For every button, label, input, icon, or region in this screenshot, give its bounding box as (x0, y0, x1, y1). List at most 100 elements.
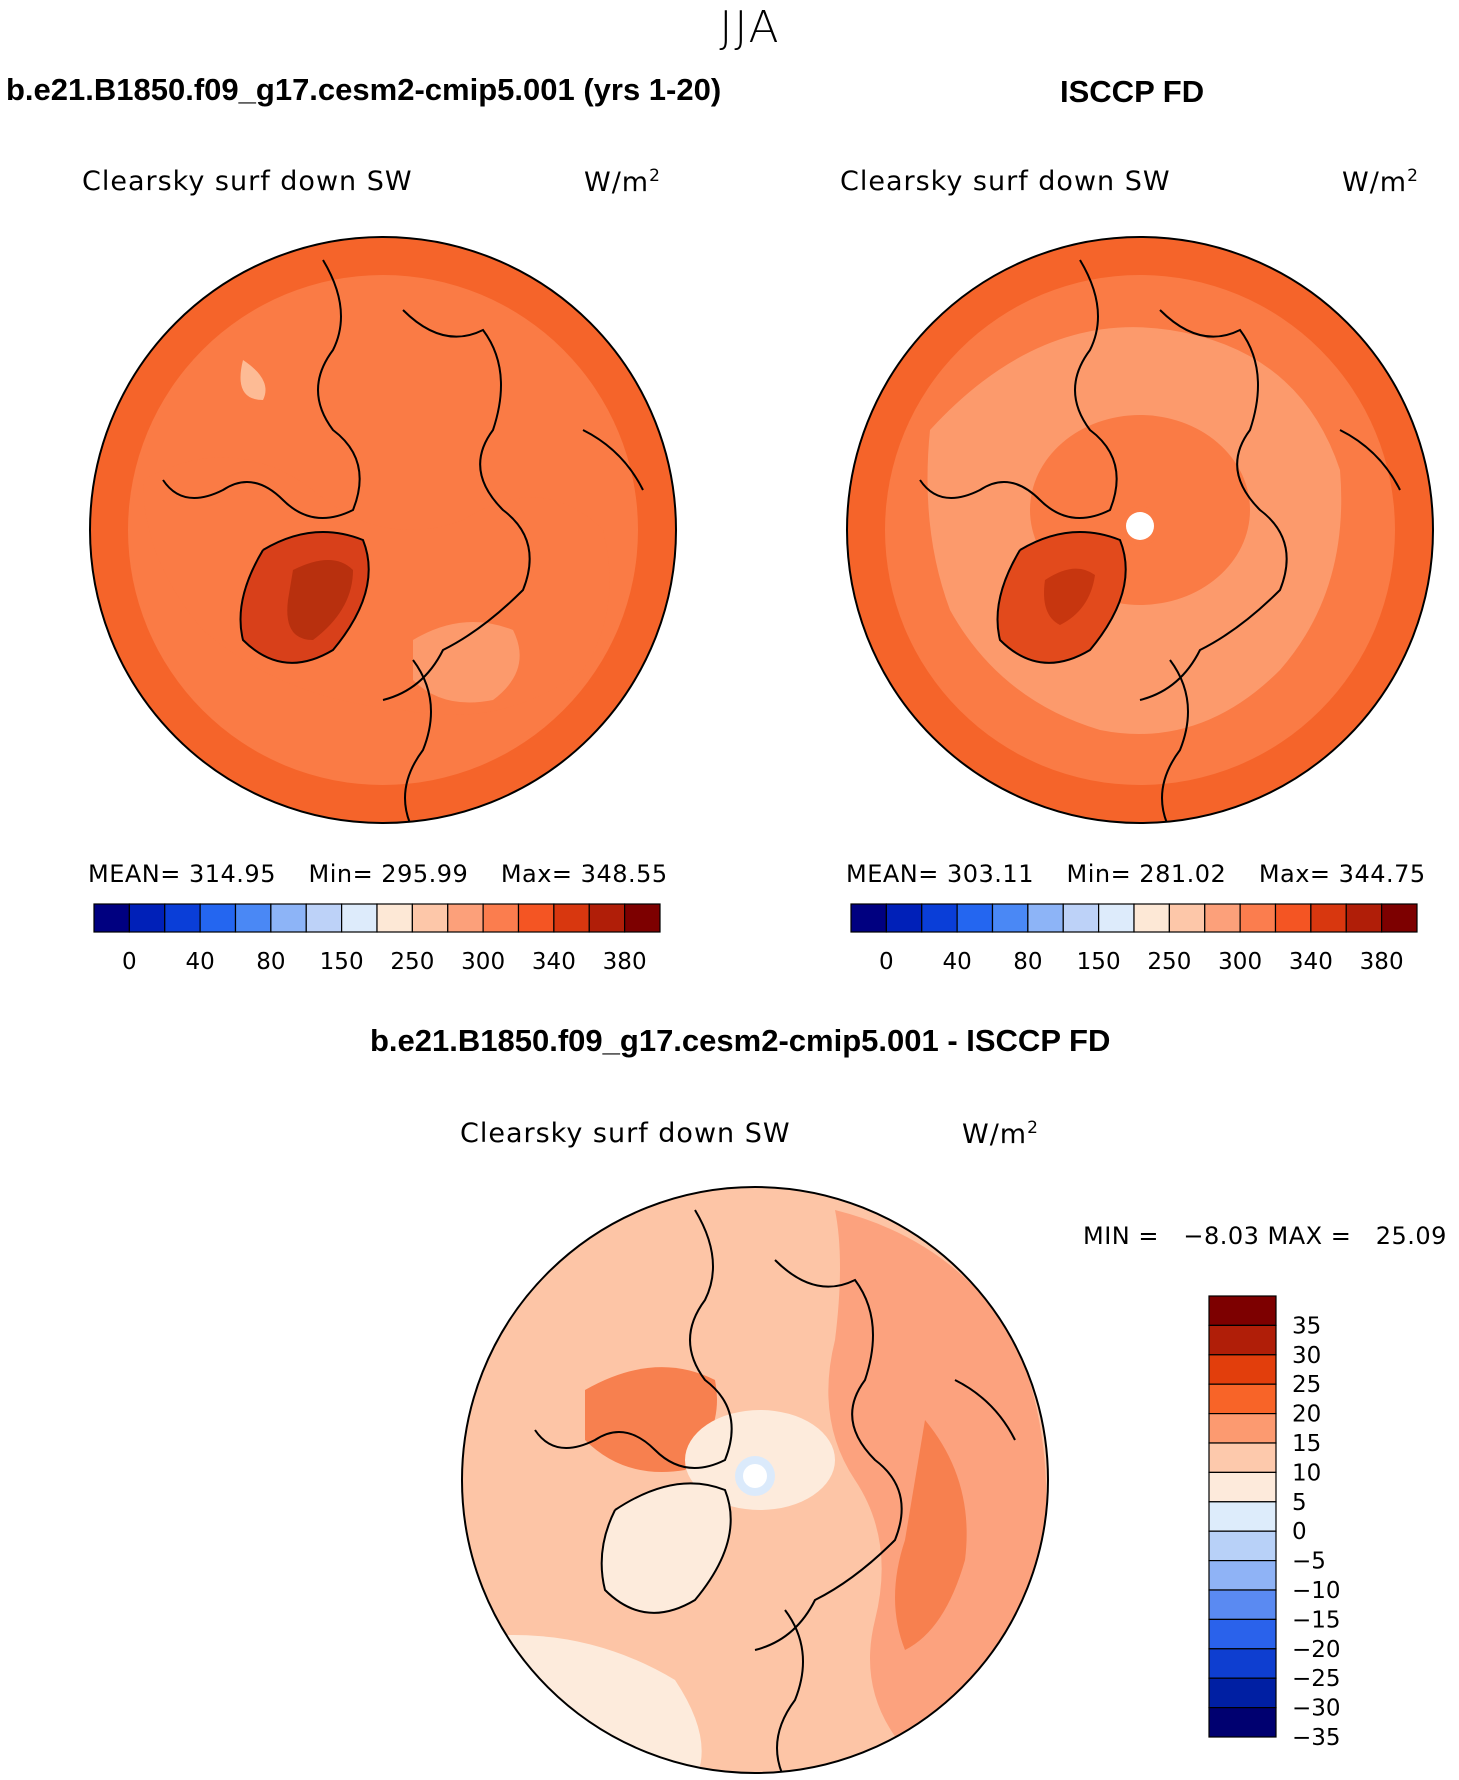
variable-label-diff: Clearsky surf down SW (460, 1118, 791, 1149)
units-exp-model: 2 (649, 166, 661, 186)
colorbar-obs-swatch (1027, 903, 1064, 933)
stats-model-min: Min= 295.99 (308, 860, 469, 888)
colorbar-model-swatch (588, 903, 626, 933)
colorbar-model-tick-label: 300 (461, 949, 505, 975)
units-label-model: W/m2 (584, 166, 661, 198)
colorbar-model-tick-label: 0 (122, 949, 137, 975)
colorbar-model-swatch (341, 903, 378, 933)
panel-title-model: b.e21.B1850.f09_g17.cesm2-cmip5.001 (yrs… (6, 72, 722, 107)
stats-obs-mean: MEAN= 303.11 (846, 860, 1034, 888)
colorbar-model-swatch (624, 903, 661, 933)
colorbar-diff-tick-label: 0 (1292, 1519, 1307, 1545)
map-obs-frame (846, 236, 1434, 824)
stats-obs-min: Min= 281.02 (1066, 860, 1227, 888)
colorbar-obs-tick-label: 40 (942, 949, 971, 975)
colorbar-model-tick-label: 150 (320, 949, 364, 975)
colorbar-obs-swatch (885, 903, 923, 933)
colorbar-model-swatch (517, 903, 555, 933)
colorbar-diff: 35 30 25 20 15 10 5 0 −5 −10 −15 −20 −25 −30 −35 (1208, 1295, 1341, 1751)
colorbar-diff-swatch (1208, 1501, 1277, 1532)
colorbar-obs-swatch (956, 903, 994, 933)
colorbar-diff-swatch (1208, 1589, 1277, 1620)
colorbar-model-tick-label: 380 (603, 949, 647, 975)
map-diff-coast (534, 1209, 1016, 1773)
colorbar-diff-swatch (1208, 1560, 1277, 1591)
colorbar-obs-tick-label: 0 (879, 949, 894, 975)
colorbar-diff-swatch (1208, 1354, 1277, 1385)
colorbar-model-swatch (199, 903, 237, 933)
units-label-diff: W/m2 (962, 1118, 1039, 1150)
colorbar-model-swatch (93, 903, 130, 933)
colorbar-diff-tick-label: −15 (1292, 1607, 1341, 1633)
colorbar-diff-swatch (1208, 1707, 1277, 1738)
colorbar-diff-tick-label: −35 (1292, 1725, 1341, 1751)
colorbar-obs-swatch (1062, 903, 1100, 933)
colorbar-model-swatch (553, 903, 590, 933)
map-diff-pole-hole (743, 1464, 767, 1488)
map-model-frame (89, 236, 677, 824)
colorbar-diff-tick-label: 30 (1292, 1343, 1321, 1369)
map-model-coast (162, 259, 644, 823)
units-base-diff: W/m (962, 1119, 1028, 1150)
colorbar-model-swatch (305, 903, 343, 933)
colorbar-obs-swatch (1098, 903, 1135, 933)
colorbar-diff-swatch (1208, 1295, 1277, 1326)
colorbar-diff-tick-label: −25 (1292, 1666, 1341, 1692)
map-diff-frame (461, 1186, 1049, 1774)
colorbar-obs-tick-label: 80 (1013, 949, 1042, 975)
colorbar-diff-swatch (1208, 1412, 1277, 1444)
colorbar-obs-swatch (991, 903, 1029, 933)
colorbar-model-tick-label: 250 (390, 949, 434, 975)
colorbar-diff-swatch (1208, 1648, 1277, 1679)
main-title: JJA (719, 2, 781, 53)
variable-label-obs: Clearsky surf down SW (840, 166, 1171, 197)
colorbar-model-tick-label: 40 (185, 949, 214, 975)
colorbar-obs-swatch (1345, 903, 1383, 933)
colorbar-diff-tick-label: 20 (1292, 1402, 1321, 1428)
colorbar-diff-swatch (1208, 1618, 1277, 1650)
colorbar-diff-tick-label: 35 (1292, 1313, 1321, 1339)
colorbar-obs-swatch (921, 903, 958, 933)
colorbar-obs-swatch (850, 903, 887, 933)
stats-obs-max: Max= 344.75 (1258, 860, 1426, 888)
stats-model-max: Max= 348.55 (500, 860, 668, 888)
units-exp-obs: 2 (1407, 166, 1419, 186)
colorbar-diff-tick-label: −5 (1292, 1549, 1326, 1575)
colorbar-obs-tick-label: 380 (1360, 949, 1404, 975)
colorbar-model-swatch (128, 903, 166, 933)
variable-label-model: Clearsky surf down SW (82, 166, 413, 197)
colorbar-diff-swatch (1208, 1442, 1277, 1473)
map-model-region-light (413, 622, 520, 703)
stats-model-mean: MEAN= 314.95 (88, 860, 276, 888)
colorbar-diff-tick-label: −20 (1292, 1637, 1341, 1663)
map-diff-region-east2 (895, 1420, 967, 1650)
diff-minmax: MIN = −8.03 MAX = 25.09 (1083, 1222, 1447, 1250)
panel-title-obs: ISCCP FD (1060, 74, 1205, 109)
map-obs-greenland-inner (1044, 568, 1095, 625)
colorbar-diff-tick-label: −30 (1292, 1696, 1341, 1722)
colorbar-obs-swatch (1381, 903, 1418, 933)
map-obs-pole-hole (1126, 512, 1154, 540)
stats-model: MEAN= 314.95 Min= 295.99 Max= 348.55 (88, 860, 668, 888)
colorbar-model-swatch (411, 903, 449, 933)
diff-title: b.e21.B1850.f09_g17.cesm2-cmip5.001 - IS… (370, 1023, 1111, 1058)
colorbar-model-tick-label: 80 (256, 949, 285, 975)
map-diff-greenland (601, 1483, 731, 1613)
map-obs-coast (919, 259, 1401, 823)
colorbar-obs-tick-label: 250 (1147, 949, 1191, 975)
colorbar-obs-tick-label: 340 (1289, 949, 1333, 975)
stats-obs: MEAN= 303.11 Min= 281.02 Max= 344.75 (846, 860, 1426, 888)
colorbar-obs-swatch (1204, 903, 1241, 933)
colorbar-model-swatch (270, 903, 307, 933)
colorbar-obs-swatch (1168, 903, 1206, 933)
colorbar-diff-swatch (1208, 1324, 1277, 1356)
colorbar-obs: 0 40 80 150 250 300 340 380 (850, 903, 1418, 975)
map-model-region-light2 (240, 360, 266, 400)
map-diff-region-archipelago (585, 1367, 717, 1472)
colorbar-model-tick-label: 340 (532, 949, 576, 975)
colorbar-model-swatch (447, 903, 484, 933)
colorbar-model: 0 40 80 150 250 300 340 380 (93, 903, 661, 975)
colorbar-diff-tick-label: 25 (1292, 1372, 1321, 1398)
colorbar-diff-tick-label: 15 (1292, 1431, 1321, 1457)
colorbar-model-swatch (376, 903, 413, 933)
